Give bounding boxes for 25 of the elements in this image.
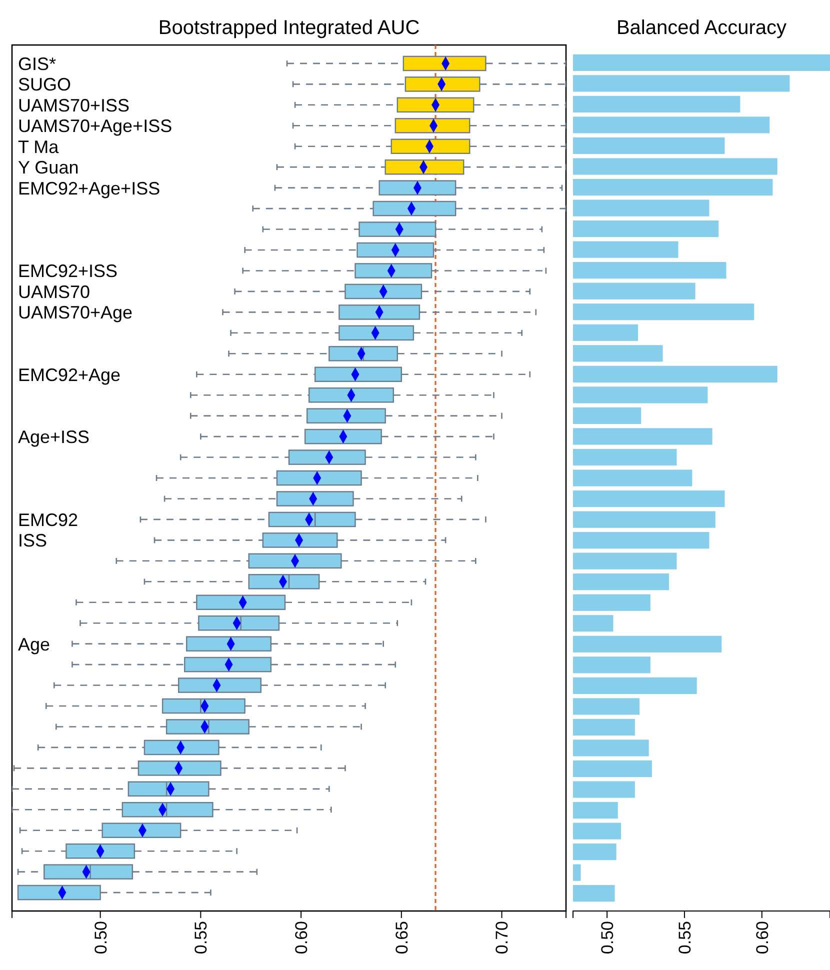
y-tick-label: UAMS70+ISS bbox=[18, 95, 130, 116]
x-tick-label: 0.55 bbox=[675, 921, 694, 954]
x-tick-label: 0.60 bbox=[752, 921, 772, 954]
x-tick-label: 0.60 bbox=[292, 921, 311, 954]
y-tick-label: SUGO bbox=[18, 74, 72, 95]
y-tick-label: Y Guan bbox=[18, 158, 79, 178]
x-tick-label: 0.55 bbox=[192, 921, 211, 954]
y-tick-label: UAMS70 bbox=[18, 282, 90, 302]
y-tick-label: EMC92+ISS bbox=[18, 261, 118, 282]
x-tick-label: 0.50 bbox=[91, 921, 110, 954]
y-tick-label: T Ma bbox=[18, 136, 60, 157]
y-tick-label: Age+ISS bbox=[18, 427, 90, 448]
y-tick-label: Age bbox=[18, 634, 50, 654]
x-tick-label: 0.65 bbox=[392, 921, 412, 954]
y-tick-label: UAMS70+Age bbox=[18, 302, 133, 323]
y-tick-label: ISS bbox=[18, 530, 48, 551]
chart-title: Balanced Accuracy bbox=[616, 17, 787, 39]
chart-title: Bootstrapped Integrated AUC bbox=[158, 17, 420, 39]
y-tick-label: EMC92+Age bbox=[18, 364, 121, 385]
y-tick-label: EMC92 bbox=[18, 510, 78, 530]
x-tick-label: 0.50 bbox=[598, 921, 618, 954]
y-tick-label: UAMS70+Age+ISS bbox=[18, 116, 172, 136]
x-tick-label: 0.70 bbox=[492, 921, 512, 954]
y-tick-label: GIS* bbox=[18, 54, 56, 74]
y-tick-label: EMC92+Age+ISS bbox=[18, 178, 160, 198]
